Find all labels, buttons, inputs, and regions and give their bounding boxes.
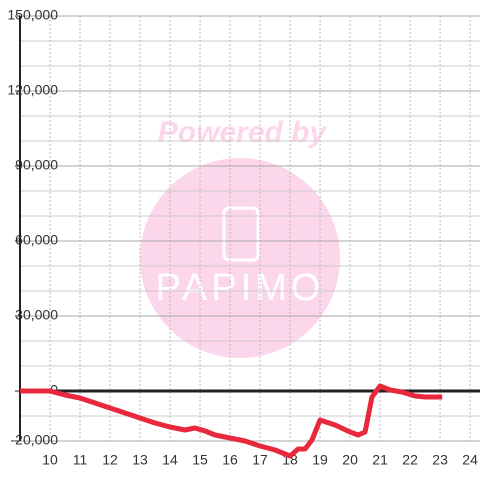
watermark-icon xyxy=(222,206,260,262)
x-tick-label: 21 xyxy=(372,452,388,468)
x-tick-label: 17 xyxy=(252,452,268,468)
x-tick-label: 20 xyxy=(342,452,358,468)
x-tick-label: 15 xyxy=(192,452,208,468)
y-tick-label: 120,000 xyxy=(7,82,58,98)
x-tick-label: 10 xyxy=(42,452,58,468)
x-tick-label: 12 xyxy=(102,452,118,468)
y-tick-label: 60,000 xyxy=(15,232,58,248)
watermark-text: PAPIMO xyxy=(156,267,325,309)
watermark-text: Powered by xyxy=(158,116,328,149)
x-tick-label: 24 xyxy=(462,452,478,468)
data-line xyxy=(20,383,443,459)
y-tick-label: 90,000 xyxy=(15,157,58,173)
y-tick-label: 30,000 xyxy=(15,307,58,323)
y-tick-label: 150,000 xyxy=(7,7,58,23)
x-tick-label: 11 xyxy=(73,452,88,468)
x-tick-label: 16 xyxy=(222,452,238,468)
y-tick-label: -20,000 xyxy=(11,432,59,448)
x-tick-label: 13 xyxy=(132,452,148,468)
x-tick-label: 23 xyxy=(432,452,448,468)
x-tick-label: 14 xyxy=(162,452,178,468)
x-tick-label: 19 xyxy=(312,452,328,468)
x-tick-label: 22 xyxy=(402,452,418,468)
